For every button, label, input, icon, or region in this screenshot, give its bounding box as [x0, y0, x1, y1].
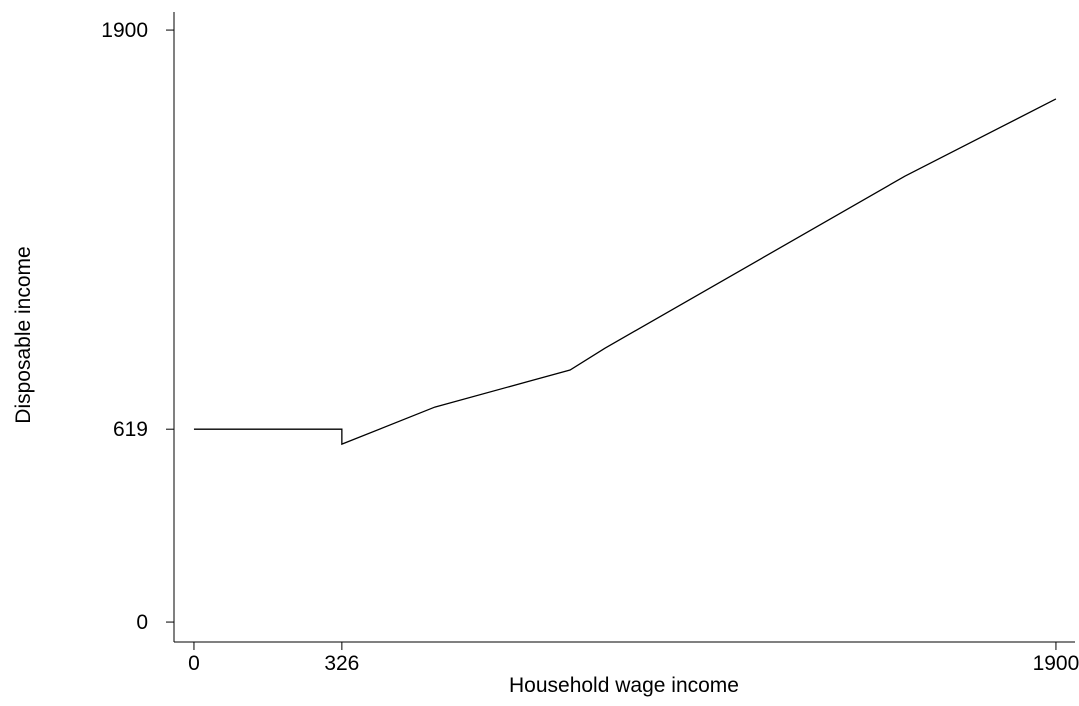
x-axis-label: Household wage income	[509, 674, 739, 697]
x-tick-label: 326	[324, 652, 359, 675]
y-axis-label: Disposable income	[12, 246, 35, 423]
y-tick-label: 1900	[101, 19, 148, 42]
x-tick-label: 0	[188, 652, 200, 675]
y-tick-label: 0	[136, 611, 148, 634]
y-tick-label: 619	[113, 418, 148, 441]
line-series	[193, 98, 1057, 446]
x-tick-label: 1900	[1033, 652, 1079, 675]
